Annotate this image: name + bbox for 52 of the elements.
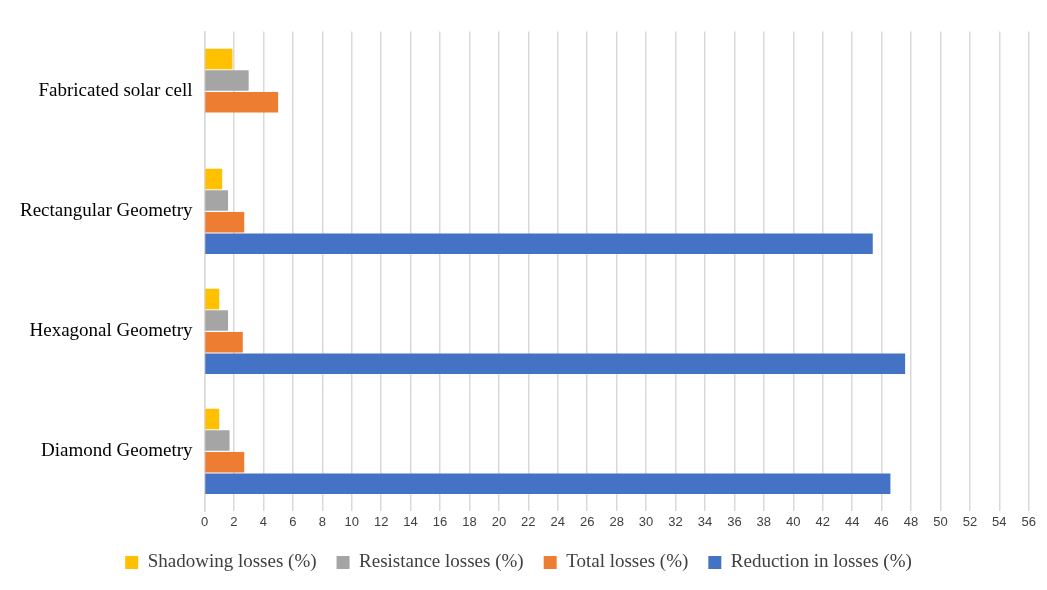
x-tick-label: 52 [962,513,978,529]
x-tick-label: 48 [903,513,919,529]
x-tick-label: 24 [550,513,565,529]
bar [205,233,873,255]
legend-label: Reduction in losses (%) [730,550,912,573]
legend-label: Shadowing losses (%) [147,550,317,573]
bar [205,70,249,91]
bar [205,430,230,451]
bar [205,168,223,190]
x-tick-label: 30 [638,513,654,529]
legend-label: Resistance losses (%) [359,550,524,573]
x-tick-label: 54 [992,513,1007,529]
x-tick-label: 2 [230,513,238,529]
y-tick-label: Hexagonal Geometry [29,319,193,341]
x-tick-label: 6 [289,513,297,529]
bar [205,353,906,375]
legend-label: Total losses (%) [566,550,689,573]
x-tick-label: 32 [668,513,683,529]
x-tick-label: 18 [462,513,477,529]
x-tick-label: 38 [756,513,772,529]
x-tick-label: 50 [933,513,948,529]
x-tick-label: 36 [727,513,742,529]
bar [205,288,220,310]
y-tick-label: Fabricated solar cell [38,79,193,101]
x-tick-label: 4 [259,513,267,529]
bar [205,48,233,70]
x-tick-label: 34 [697,513,713,529]
x-tick-label: 42 [815,513,830,529]
y-tick-label: Rectangular Geometry [20,199,194,221]
x-tick-label: 16 [432,513,448,529]
x-tick-label: 14 [403,513,418,529]
x-tick-label: 0 [200,513,209,529]
bar [205,473,891,495]
x-tick-label: 12 [373,513,389,529]
bar [205,331,243,353]
x-tick-label: 26 [579,513,595,529]
bar [205,451,245,473]
bar [205,190,229,211]
bar [205,310,229,331]
x-tick-label: 20 [491,513,507,529]
x-tick-label: 10 [344,513,359,529]
x-tick-label: 46 [874,513,889,529]
x-tick-label: 40 [786,513,801,529]
x-tick-label: 8 [318,513,326,529]
bar [205,91,279,113]
bar [205,408,220,430]
x-tick-label: 22 [521,513,536,529]
x-tick-label: 28 [609,513,624,529]
x-tick-label: 44 [844,513,860,529]
x-tick-label: 56 [1021,513,1036,529]
y-tick-label: Diamond Geometry [41,439,194,461]
bar [205,211,245,233]
